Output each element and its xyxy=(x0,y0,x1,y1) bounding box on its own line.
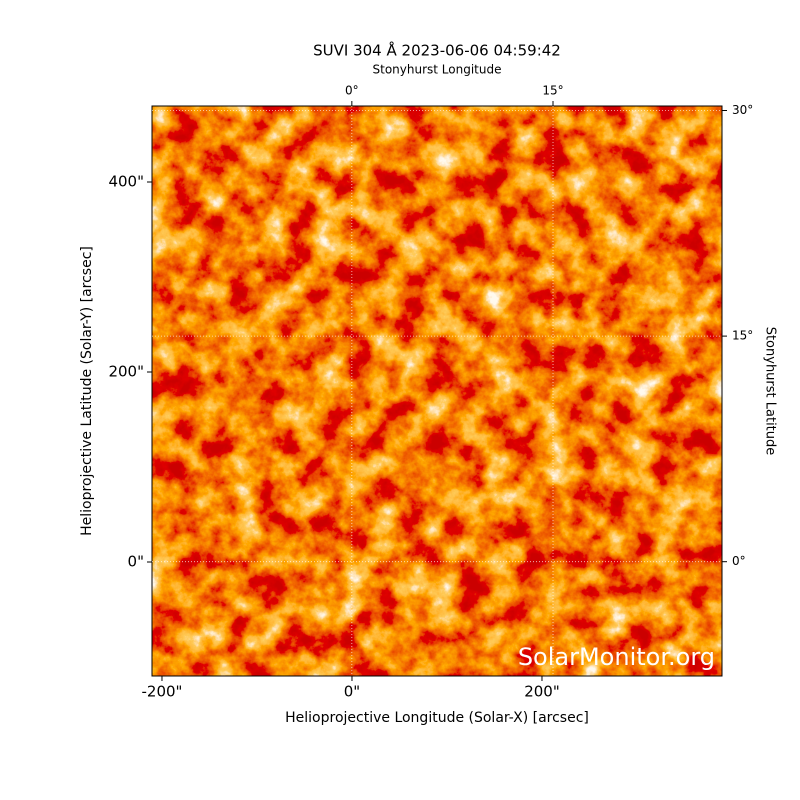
y2-axis-label: Stonyhurst Latitude xyxy=(763,327,778,456)
x-axis-label: Helioprojective Longitude (Solar-X) [arc… xyxy=(285,710,589,726)
x2-tick-label: 0° xyxy=(345,84,359,98)
y-axis-label: Helioprojective Latitude (Solar-Y) [arcs… xyxy=(79,246,95,536)
y2-tick-label: 30° xyxy=(732,103,753,117)
x2-axis-label: Stonyhurst Longitude xyxy=(373,63,502,77)
watermark: SolarMonitor.org xyxy=(518,643,715,671)
x2-tick-label: 15° xyxy=(542,84,563,98)
solar-image xyxy=(152,106,722,676)
y-tick-label: 400" xyxy=(108,173,144,191)
x-tick-label: 200" xyxy=(524,683,560,701)
y2-tick-label: 0° xyxy=(732,554,746,568)
y2-tick-label: 15° xyxy=(732,329,753,343)
chart-title: SUVI 304 Å 2023-06-06 04:59:42 xyxy=(313,41,561,60)
plot-frame xyxy=(151,105,723,677)
x-tick-label: 0" xyxy=(344,683,360,701)
y-tick-label: 200" xyxy=(108,363,144,381)
y-tick-label: 0" xyxy=(128,553,144,571)
x-tick-label: -200" xyxy=(141,683,182,701)
